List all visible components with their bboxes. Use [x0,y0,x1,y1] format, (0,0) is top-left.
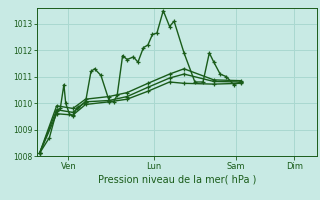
X-axis label: Pression niveau de la mer( hPa ): Pression niveau de la mer( hPa ) [98,175,256,185]
